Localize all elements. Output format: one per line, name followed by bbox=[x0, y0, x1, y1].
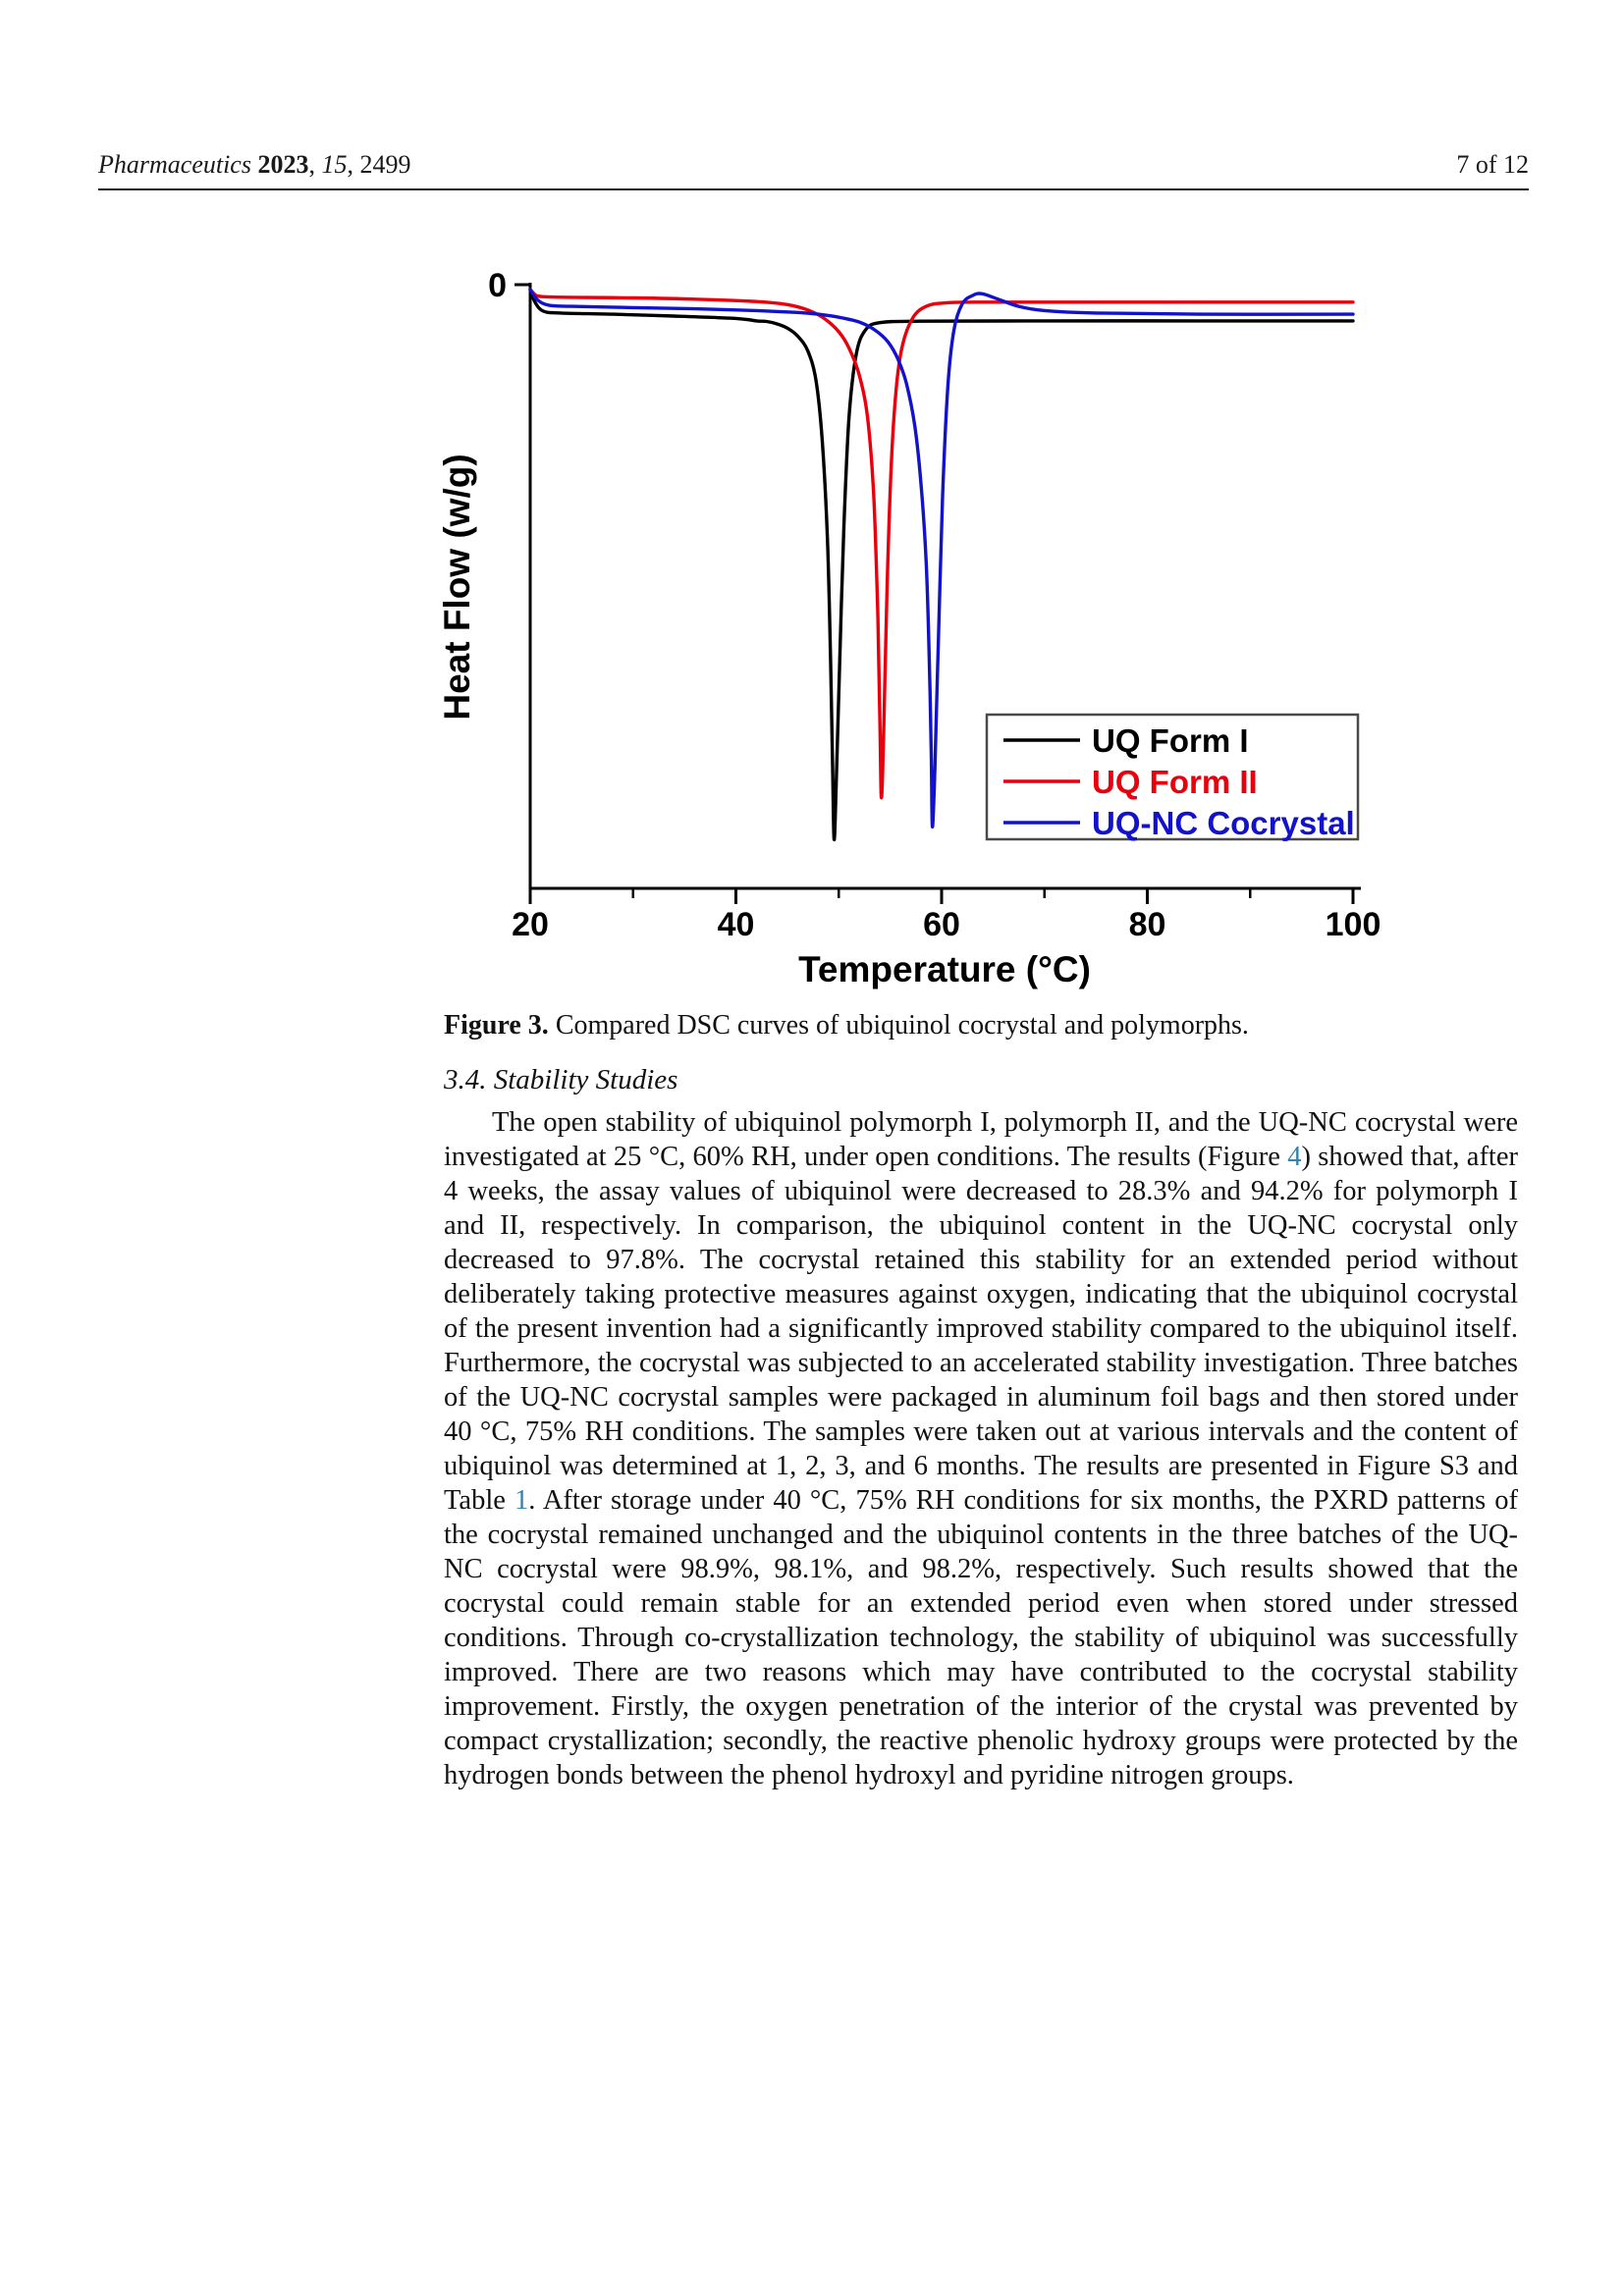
legend-label-uq-form-i: UQ Form I bbox=[1092, 722, 1249, 759]
paragraph-text-2: ) showed that, after 4 weeks, the assay … bbox=[444, 1142, 1518, 1516]
chart-legend: UQ Form I UQ Form II UQ-NC Cocrystal bbox=[985, 713, 1360, 841]
caption-label: Figure 3. bbox=[444, 1010, 549, 1041]
x-axis-label: Temperature (°C) bbox=[798, 949, 1091, 989]
chart-axes: 0 20 40 60 80 100 bbox=[488, 267, 1380, 943]
journal-name: Pharmaceutics bbox=[98, 150, 251, 179]
body-paragraph: The open stability of ubiquinol polymorp… bbox=[444, 1105, 1518, 1792]
header-divider bbox=[98, 188, 1529, 190]
running-head: Pharmaceutics 2023, 15, 2499 7 of 12 bbox=[98, 150, 1529, 180]
figure-4-link[interactable]: 4 bbox=[1287, 1142, 1302, 1172]
x-tick-label-40: 40 bbox=[718, 906, 755, 943]
x-tick-label-20: 20 bbox=[512, 906, 549, 943]
y-axis-label: Heat Flow (w/g) bbox=[437, 454, 477, 720]
curve-uq-nc-cocrystal bbox=[528, 288, 1355, 829]
dsc-chart: 0 20 40 60 80 100 UQ Form I UQ Form II UQ-NC Co… bbox=[437, 267, 1380, 989]
journal-volume: 15 bbox=[321, 150, 348, 179]
table-1-link[interactable]: 1 bbox=[514, 1485, 529, 1516]
legend-label-uq-nc-cocrystal: UQ-NC Cocrystal bbox=[1092, 805, 1355, 841]
y-tick-label-0: 0 bbox=[488, 267, 507, 304]
curve-uq-form-ii bbox=[528, 288, 1355, 800]
x-tick-label-100: 100 bbox=[1326, 906, 1381, 943]
article-number: 2499 bbox=[359, 150, 411, 179]
journal-year: 2023 bbox=[257, 150, 309, 179]
paragraph-text-1: The open stability of ubiquinol polymorp… bbox=[444, 1107, 1518, 1172]
caption-text: Compared DSC curves of ubiquinol cocryst… bbox=[548, 1010, 1249, 1041]
section-heading: 3.4. Stability Studies bbox=[444, 1064, 678, 1095]
curve-uq-form-i bbox=[528, 288, 1355, 841]
x-tick-label-80: 80 bbox=[1129, 906, 1166, 943]
legend-label-uq-form-ii: UQ Form II bbox=[1092, 764, 1258, 800]
legend-box bbox=[985, 713, 1360, 841]
chart-curves bbox=[528, 288, 1355, 841]
page-number: 7 of 12 bbox=[1456, 150, 1529, 179]
x-tick-label-60: 60 bbox=[923, 906, 960, 943]
figure-caption: Figure 3. Compared DSC curves of ubiquin… bbox=[444, 1009, 1520, 1042]
paragraph-text-3: . After storage under 40 °C, 75% RH cond… bbox=[444, 1485, 1518, 1790]
journal-citation: Pharmaceutics 2023, 15, 2499 bbox=[98, 150, 411, 179]
